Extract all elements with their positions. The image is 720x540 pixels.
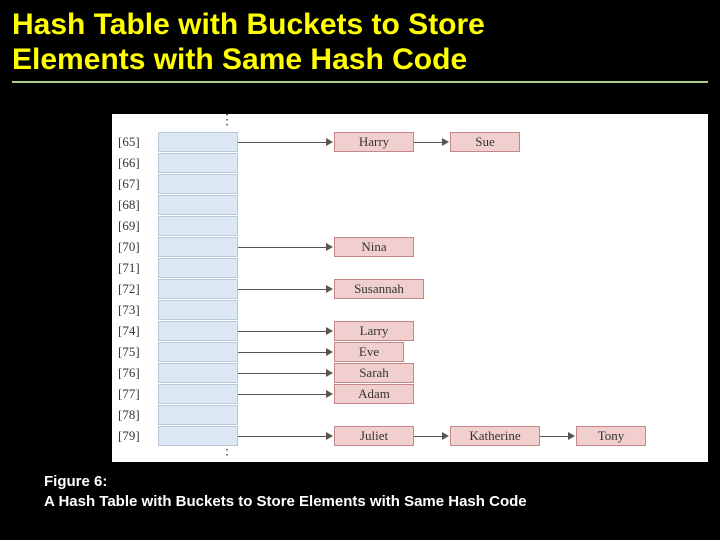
arrow-head-icon (326, 243, 333, 251)
arrow-head-icon (326, 369, 333, 377)
bucket-index-label: [78] (118, 407, 140, 423)
bucket-index-label: [67] (118, 176, 140, 192)
arrow-head-icon (326, 327, 333, 335)
bucket-node: Sarah (334, 363, 414, 383)
bucket-index-label: [72] (118, 281, 140, 297)
arrow-head-icon (326, 138, 333, 146)
arrow-line (238, 373, 328, 374)
bucket-index-label: [77] (118, 386, 140, 402)
bucket-row: [69] (112, 216, 708, 236)
bucket-cell (158, 195, 238, 215)
bucket-node: Larry (334, 321, 414, 341)
title-block: Hash Table with Buckets to Store Element… (0, 0, 720, 89)
bucket-row: [79] Juliet Katherine Tony (112, 426, 708, 446)
bucket-row: [78] (112, 405, 708, 425)
bucket-index-label: [73] (118, 302, 140, 318)
bucket-index-label: [66] (118, 155, 140, 171)
bucket-cell (158, 300, 238, 320)
arrow-line (414, 436, 444, 437)
bucket-cell (158, 342, 238, 362)
bucket-node: Susannah (334, 279, 424, 299)
bucket-row: [67] (112, 174, 708, 194)
bucket-row: [71] (112, 258, 708, 278)
bucket-node: Sue (450, 132, 520, 152)
arrow-line (238, 247, 328, 248)
arrow-line (238, 142, 328, 143)
arrow-line (238, 394, 328, 395)
bucket-cell (158, 321, 238, 341)
bucket-node: Tony (576, 426, 646, 446)
arrow-head-icon (326, 432, 333, 440)
arrow-line (238, 436, 328, 437)
title-underline (12, 81, 708, 83)
bucket-node: Katherine (450, 426, 540, 446)
caption-line-1: Figure 6: (44, 473, 107, 490)
ellipsis-top: ⋮ (220, 112, 234, 129)
bucket-node: Nina (334, 237, 414, 257)
bucket-cell (158, 426, 238, 446)
arrow-line (414, 142, 444, 143)
bucket-index-label: [70] (118, 239, 140, 255)
bucket-row: [76] Sarah (112, 363, 708, 383)
bucket-index-label: [75] (118, 344, 140, 360)
bucket-cell (158, 384, 238, 404)
bucket-node: Juliet (334, 426, 414, 446)
bucket-cell (158, 153, 238, 173)
bucket-index-label: [79] (118, 428, 140, 444)
bucket-index-label: [74] (118, 323, 140, 339)
title-line-2: Elements with Same Hash Code (12, 43, 467, 76)
hash-table-diagram: ⋮ ⋮ [65]HarrySue[66][67][68][69][70]Nina… (112, 114, 708, 462)
bucket-index-label: [71] (118, 260, 140, 276)
bucket-row: [72] Susannah (112, 279, 708, 299)
bucket-row: [70] Nina (112, 237, 708, 257)
bucket-index-label: [68] (118, 197, 140, 213)
arrow-head-icon (568, 432, 575, 440)
bucket-row: [65] Harry Sue (112, 132, 708, 152)
arrow-head-icon (442, 138, 449, 146)
bucket-cell (158, 216, 238, 236)
bucket-row: [77] Adam (112, 384, 708, 404)
bucket-cell (158, 132, 238, 152)
arrow-head-icon (326, 285, 333, 293)
bucket-row: [68] (112, 195, 708, 215)
bucket-row: [73] (112, 300, 708, 320)
figure-caption: Figure 6: A Hash Table with Buckets to S… (44, 472, 527, 511)
arrow-head-icon (326, 390, 333, 398)
bucket-index-label: [76] (118, 365, 140, 381)
bucket-row: [74] Larry (112, 321, 708, 341)
bucket-row: [75] Eve (112, 342, 708, 362)
bucket-cell (158, 363, 238, 383)
arrow-line (540, 436, 570, 437)
bucket-index-label: [65] (118, 134, 140, 150)
arrow-head-icon (442, 432, 449, 440)
bucket-cell (158, 237, 238, 257)
bucket-cell (158, 405, 238, 425)
bucket-node: Harry (334, 132, 414, 152)
arrow-line (238, 289, 328, 290)
bucket-cell (158, 174, 238, 194)
bucket-index-label: [69] (118, 218, 140, 234)
arrow-head-icon (326, 348, 333, 356)
bucket-cell (158, 279, 238, 299)
bucket-node: Eve (334, 342, 404, 362)
title-line-1: Hash Table with Buckets to Store (12, 8, 485, 41)
bucket-node: Adam (334, 384, 414, 404)
caption-line-2: A Hash Table with Buckets to Store Eleme… (44, 493, 527, 510)
slide-title: Hash Table with Buckets to Store Element… (12, 8, 708, 77)
arrow-line (238, 352, 328, 353)
bucket-cell (158, 258, 238, 278)
arrow-line (238, 331, 328, 332)
bucket-row: [66] (112, 153, 708, 173)
